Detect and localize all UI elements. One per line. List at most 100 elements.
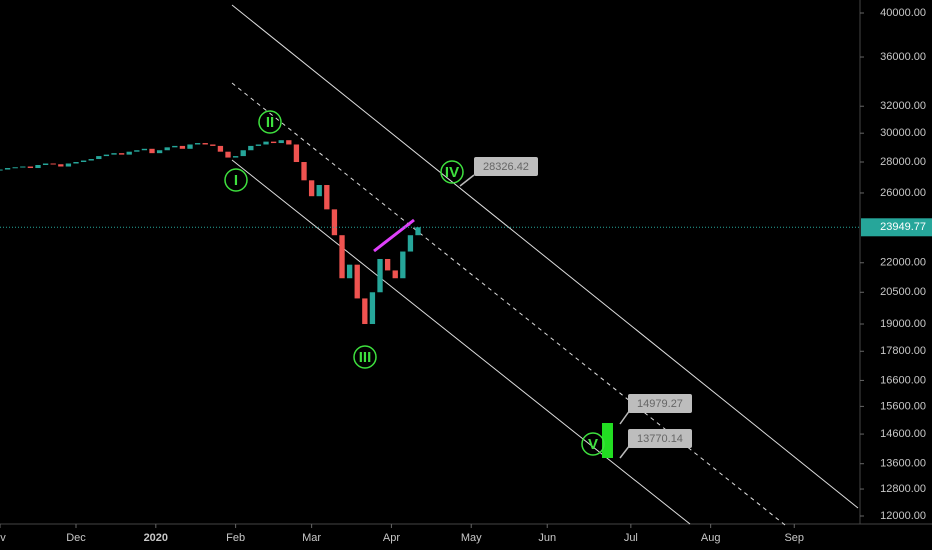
x-tick-label: Aug [701,532,721,544]
candle-body [80,160,87,163]
y-tick-label: 32000.00 [880,100,926,112]
candle-body [324,185,330,210]
candle-body [407,235,414,252]
candle-body [255,144,262,146]
x-tick-label: ov [0,532,6,544]
pointer [619,444,631,459]
y-tick-label: 22000.00 [880,257,926,269]
target-box [602,423,613,458]
candle-body [415,227,421,236]
candle-body [111,153,117,155]
wave-circle [224,168,248,192]
last-price-box [861,218,932,237]
candle-body [339,235,345,279]
candle-body [134,150,140,152]
candle-body [270,141,277,144]
candle-body [126,151,132,155]
y-tick-label: 28000.00 [880,156,926,168]
candle-body [400,251,406,279]
candle-body [331,209,338,236]
candle-body [286,140,292,145]
x-tick-label: Mar [302,532,321,544]
x-tick-label: Dec [66,532,86,544]
price-callout-label: 13770.14 [637,433,683,445]
candle-body [225,151,231,158]
candle-body [210,144,216,146]
candle-body [96,156,102,160]
channel-lower [231,159,691,525]
y-tick-label: 15600.00 [880,400,926,412]
candle-body [293,144,300,163]
y-tick-label: 40000.00 [880,7,926,19]
price-callout [628,429,692,448]
candle-body [20,166,26,168]
candle-body [50,163,56,165]
candle-body [384,258,391,271]
candle-body [217,145,224,152]
candle-body [263,141,269,145]
candle-body [65,163,72,167]
x-tick-label: Feb [226,532,245,544]
price-callout [628,394,692,413]
candle-body [187,144,193,149]
candle-body [58,164,64,167]
candle-body [232,156,239,158]
candle-body [278,140,284,144]
wave-circle [258,110,282,134]
price-callout-label: 14979.27 [637,398,683,410]
candle-body [354,264,360,299]
y-tick-label: 20500.00 [880,286,926,298]
y-tick-label: 17800.00 [880,345,926,357]
candle-body [179,145,186,149]
candle-body [0,169,3,171]
x-tick-label: Apr [383,532,400,544]
candle-body [194,143,201,145]
wave-circle [353,345,377,369]
wave-label: V [588,436,598,453]
candle-body [73,162,79,164]
candle-body [141,148,148,151]
price-callout [474,157,538,176]
candle-body [362,298,368,325]
channel-middle [231,82,786,526]
candle-body [156,150,163,154]
x-tick-label: May [461,532,482,544]
candle-body [346,264,353,279]
trend-segment [373,218,415,253]
wave-label: II [266,114,274,131]
candle-body [316,185,322,197]
candle-body [240,150,246,157]
x-tick-label: Sep [784,532,804,544]
candle-body [248,145,254,151]
y-tick-label: 12000.00 [880,510,926,522]
candle-body [149,148,155,154]
y-tick-label: 13600.00 [880,458,926,470]
pointer [459,174,475,187]
candle-body [172,145,178,148]
candle-body [377,258,383,293]
y-tick-label: 12800.00 [880,483,926,495]
x-tick-label: 2020 [144,532,168,544]
price-callout-label: 28326.42 [483,161,529,173]
wave-label: IV [445,164,459,181]
candle-body [164,147,170,151]
y-tick-label: 36000.00 [880,51,926,63]
candle-body [301,162,307,181]
x-tick-label: Jun [538,532,556,544]
channel-upper [231,4,859,509]
candle-body [392,270,398,279]
candle-body [12,167,18,169]
candle-body [35,165,41,169]
drawings [231,4,859,526]
candle-body [369,292,376,325]
candles [0,140,421,325]
candle-body [88,159,94,161]
y-tick-label: 26000.00 [880,187,926,199]
wave-circle [581,432,605,456]
candle-body [308,180,315,197]
wave-circle [440,160,464,184]
wave-label: III [359,349,372,366]
x-tick-label: Jul [624,532,638,544]
